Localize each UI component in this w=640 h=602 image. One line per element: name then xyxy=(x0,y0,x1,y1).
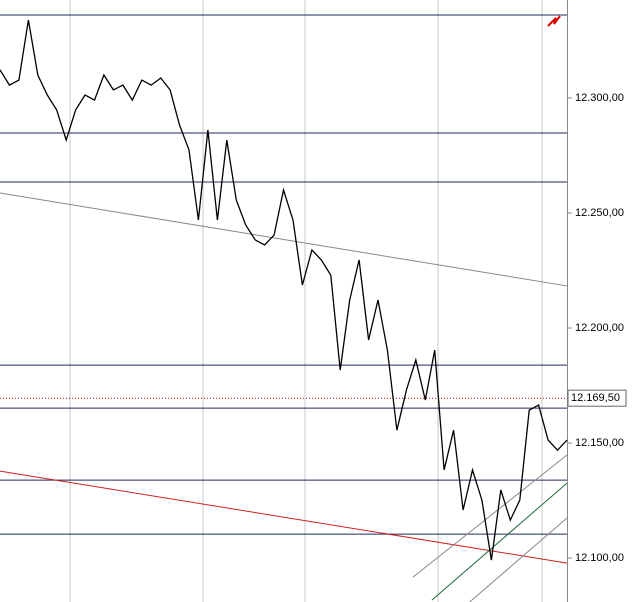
trend-line xyxy=(0,470,568,564)
last-price-box xyxy=(567,389,627,407)
time-grid xyxy=(69,0,543,602)
y-tick-label: 12.150,00 xyxy=(575,437,624,449)
price-line xyxy=(0,19,568,561)
trend-line xyxy=(0,192,568,287)
y-tick-label: 12.300,00 xyxy=(575,92,624,104)
trend-line xyxy=(469,517,568,602)
alert-icon[interactable] xyxy=(547,15,561,27)
y-tick-label: 12.200,00 xyxy=(575,322,624,334)
trend-line xyxy=(431,482,568,601)
y-tick-label: 12.100,00 xyxy=(575,552,624,564)
y-tick-label: 12.250,00 xyxy=(575,207,624,219)
last-price-label: 12.169,50 xyxy=(571,392,620,404)
trend-line xyxy=(412,454,568,578)
